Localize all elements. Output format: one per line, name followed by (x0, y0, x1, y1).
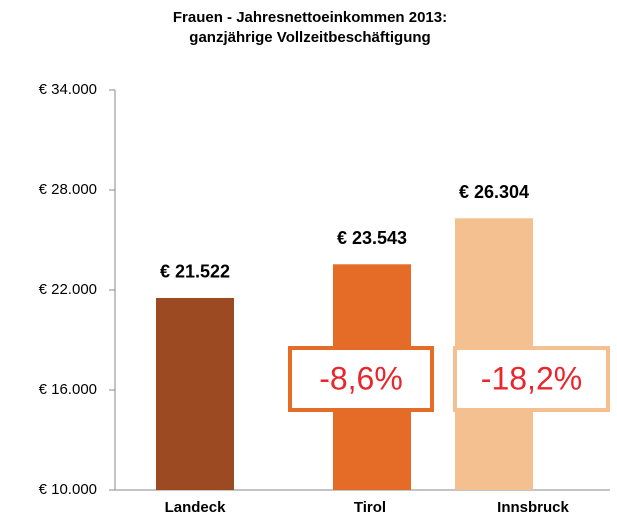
x-tick-label: Innsbruck (497, 499, 569, 516)
y-tick-label: € 16.000 (39, 381, 97, 398)
value-label: € 21.522 (160, 262, 230, 282)
annotation-text: -8,6% (319, 360, 403, 396)
annotation-box (453, 346, 610, 412)
bar (156, 297, 234, 490)
y-tick-label: € 28.000 (39, 181, 97, 198)
value-label: € 23.543 (337, 228, 407, 248)
annotation-text: -18,2% (481, 360, 582, 396)
chart-subtitle: ganzjährige Vollzeitbeschäftigung (189, 29, 430, 46)
y-tick-label: € 34.000 (39, 81, 97, 98)
y-tick-label: € 22.000 (39, 281, 97, 298)
x-tick-label: Tirol (354, 499, 386, 516)
annotation-box (288, 346, 434, 412)
chart-title: Frauen - Jahresnettoeinkommen 2013: (173, 9, 447, 26)
value-label: € 26.304 (459, 182, 529, 202)
y-tick-label: € 10.000 (39, 481, 97, 498)
x-tick-label: Landeck (165, 499, 227, 516)
